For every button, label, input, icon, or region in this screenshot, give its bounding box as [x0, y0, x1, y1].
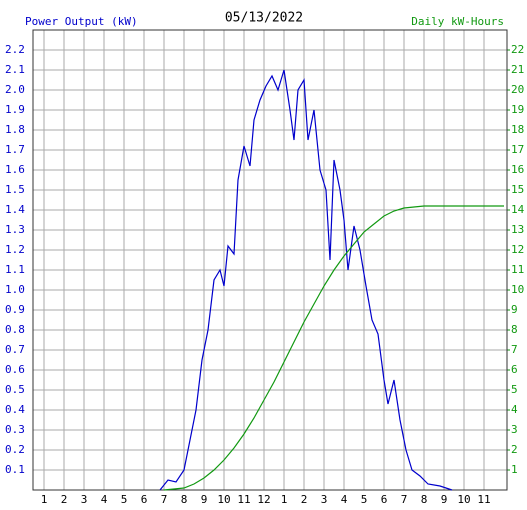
y-tick-label: 1.6 [5, 163, 25, 176]
y2-tick-label: 8 [511, 323, 518, 336]
y-tick-label: 1.0 [5, 283, 25, 296]
y2-tick-label: 4 [511, 403, 518, 416]
y2-tick-label: 15 [511, 183, 524, 196]
y-tick-label: 1.3 [5, 223, 25, 236]
y2-tick-label: 13 [511, 223, 524, 236]
y-tick-label: 1.2 [5, 243, 25, 256]
x-tick-label: 10 [217, 493, 230, 506]
x-tick-label: 5 [121, 493, 128, 506]
y2-tick-label: 14 [511, 203, 525, 216]
y2-tick-label: 11 [511, 263, 524, 276]
y2-tick-label: 16 [511, 163, 524, 176]
y-tick-label: 1.9 [5, 103, 25, 116]
y-tick-label: 0.7 [5, 343, 25, 356]
y-tick-label: 0.2 [5, 443, 25, 456]
y2-tick-label: 9 [511, 303, 518, 316]
y2-tick-label: 12 [511, 243, 524, 256]
x-tick-label: 7 [401, 493, 408, 506]
x-tick-label: 1 [281, 493, 288, 506]
data-line [163, 205, 504, 491]
y2-axis-label: Daily kW-Hours [411, 15, 504, 28]
x-tick-label: 1 [41, 493, 48, 506]
x-tick-label: 8 [421, 493, 428, 506]
x-tick-label: 9 [201, 493, 208, 506]
y-tick-label: 0.9 [5, 303, 25, 316]
y2-tick-label: 22 [511, 43, 524, 56]
y-tick-label: 0.5 [5, 383, 25, 396]
x-tick-label: 5 [361, 493, 368, 506]
y-tick-label: 1.8 [5, 123, 25, 136]
y-tick-label: 1.5 [5, 183, 25, 196]
y2-tick-label: 20 [511, 83, 524, 96]
y2-tick-label: 6 [511, 363, 518, 376]
y-tick-label: 2.1 [5, 63, 25, 76]
y2-tick-label: 3 [511, 423, 518, 436]
y-tick-label: 0.3 [5, 423, 25, 436]
data-line [159, 69, 453, 491]
y-tick-label: 0.8 [5, 323, 25, 336]
y2-tick-label: 2 [511, 443, 518, 456]
x-tick-label: 6 [141, 493, 148, 506]
x-tick-label: 3 [81, 493, 88, 506]
x-tick-label: 9 [441, 493, 448, 506]
x-tick-label: 2 [61, 493, 68, 506]
y-tick-label: 2.2 [5, 43, 25, 56]
y2-tick-label: 19 [511, 103, 524, 116]
y2-tick-label: 17 [511, 143, 524, 156]
y-tick-label: 2.0 [5, 83, 25, 96]
y2-tick-label: 5 [511, 383, 518, 396]
y-tick-label: 0.4 [5, 403, 25, 416]
chart-title: 05/13/2022 [225, 11, 303, 26]
x-tick-label: 11 [477, 493, 490, 506]
x-tick-label: 10 [457, 493, 470, 506]
y-tick-label: 0.6 [5, 363, 25, 376]
x-tick-label: 12 [257, 493, 270, 506]
y-tick-label: 0.1 [5, 463, 25, 476]
y-tick-label: 1.7 [5, 143, 25, 156]
plot-border [32, 29, 508, 491]
y-tick-label: 1.4 [5, 203, 25, 216]
y-axis-label: Power Output (kW) [25, 15, 138, 28]
y2-tick-label: 21 [511, 63, 524, 76]
y-tick-label: 1.1 [5, 263, 25, 276]
y2-tick-label: 1 [511, 463, 518, 476]
x-tick-label: 6 [381, 493, 388, 506]
x-tick-label: 4 [341, 493, 348, 506]
x-tick-label: 3 [321, 493, 328, 506]
x-tick-label: 2 [301, 493, 308, 506]
x-tick-label: 11 [237, 493, 250, 506]
y2-tick-label: 18 [511, 123, 524, 136]
y2-tick-label: 10 [511, 283, 524, 296]
x-tick-label: 8 [181, 493, 188, 506]
x-tick-label: 7 [161, 493, 168, 506]
y2-tick-label: 7 [511, 343, 518, 356]
x-tick-label: 4 [101, 493, 108, 506]
